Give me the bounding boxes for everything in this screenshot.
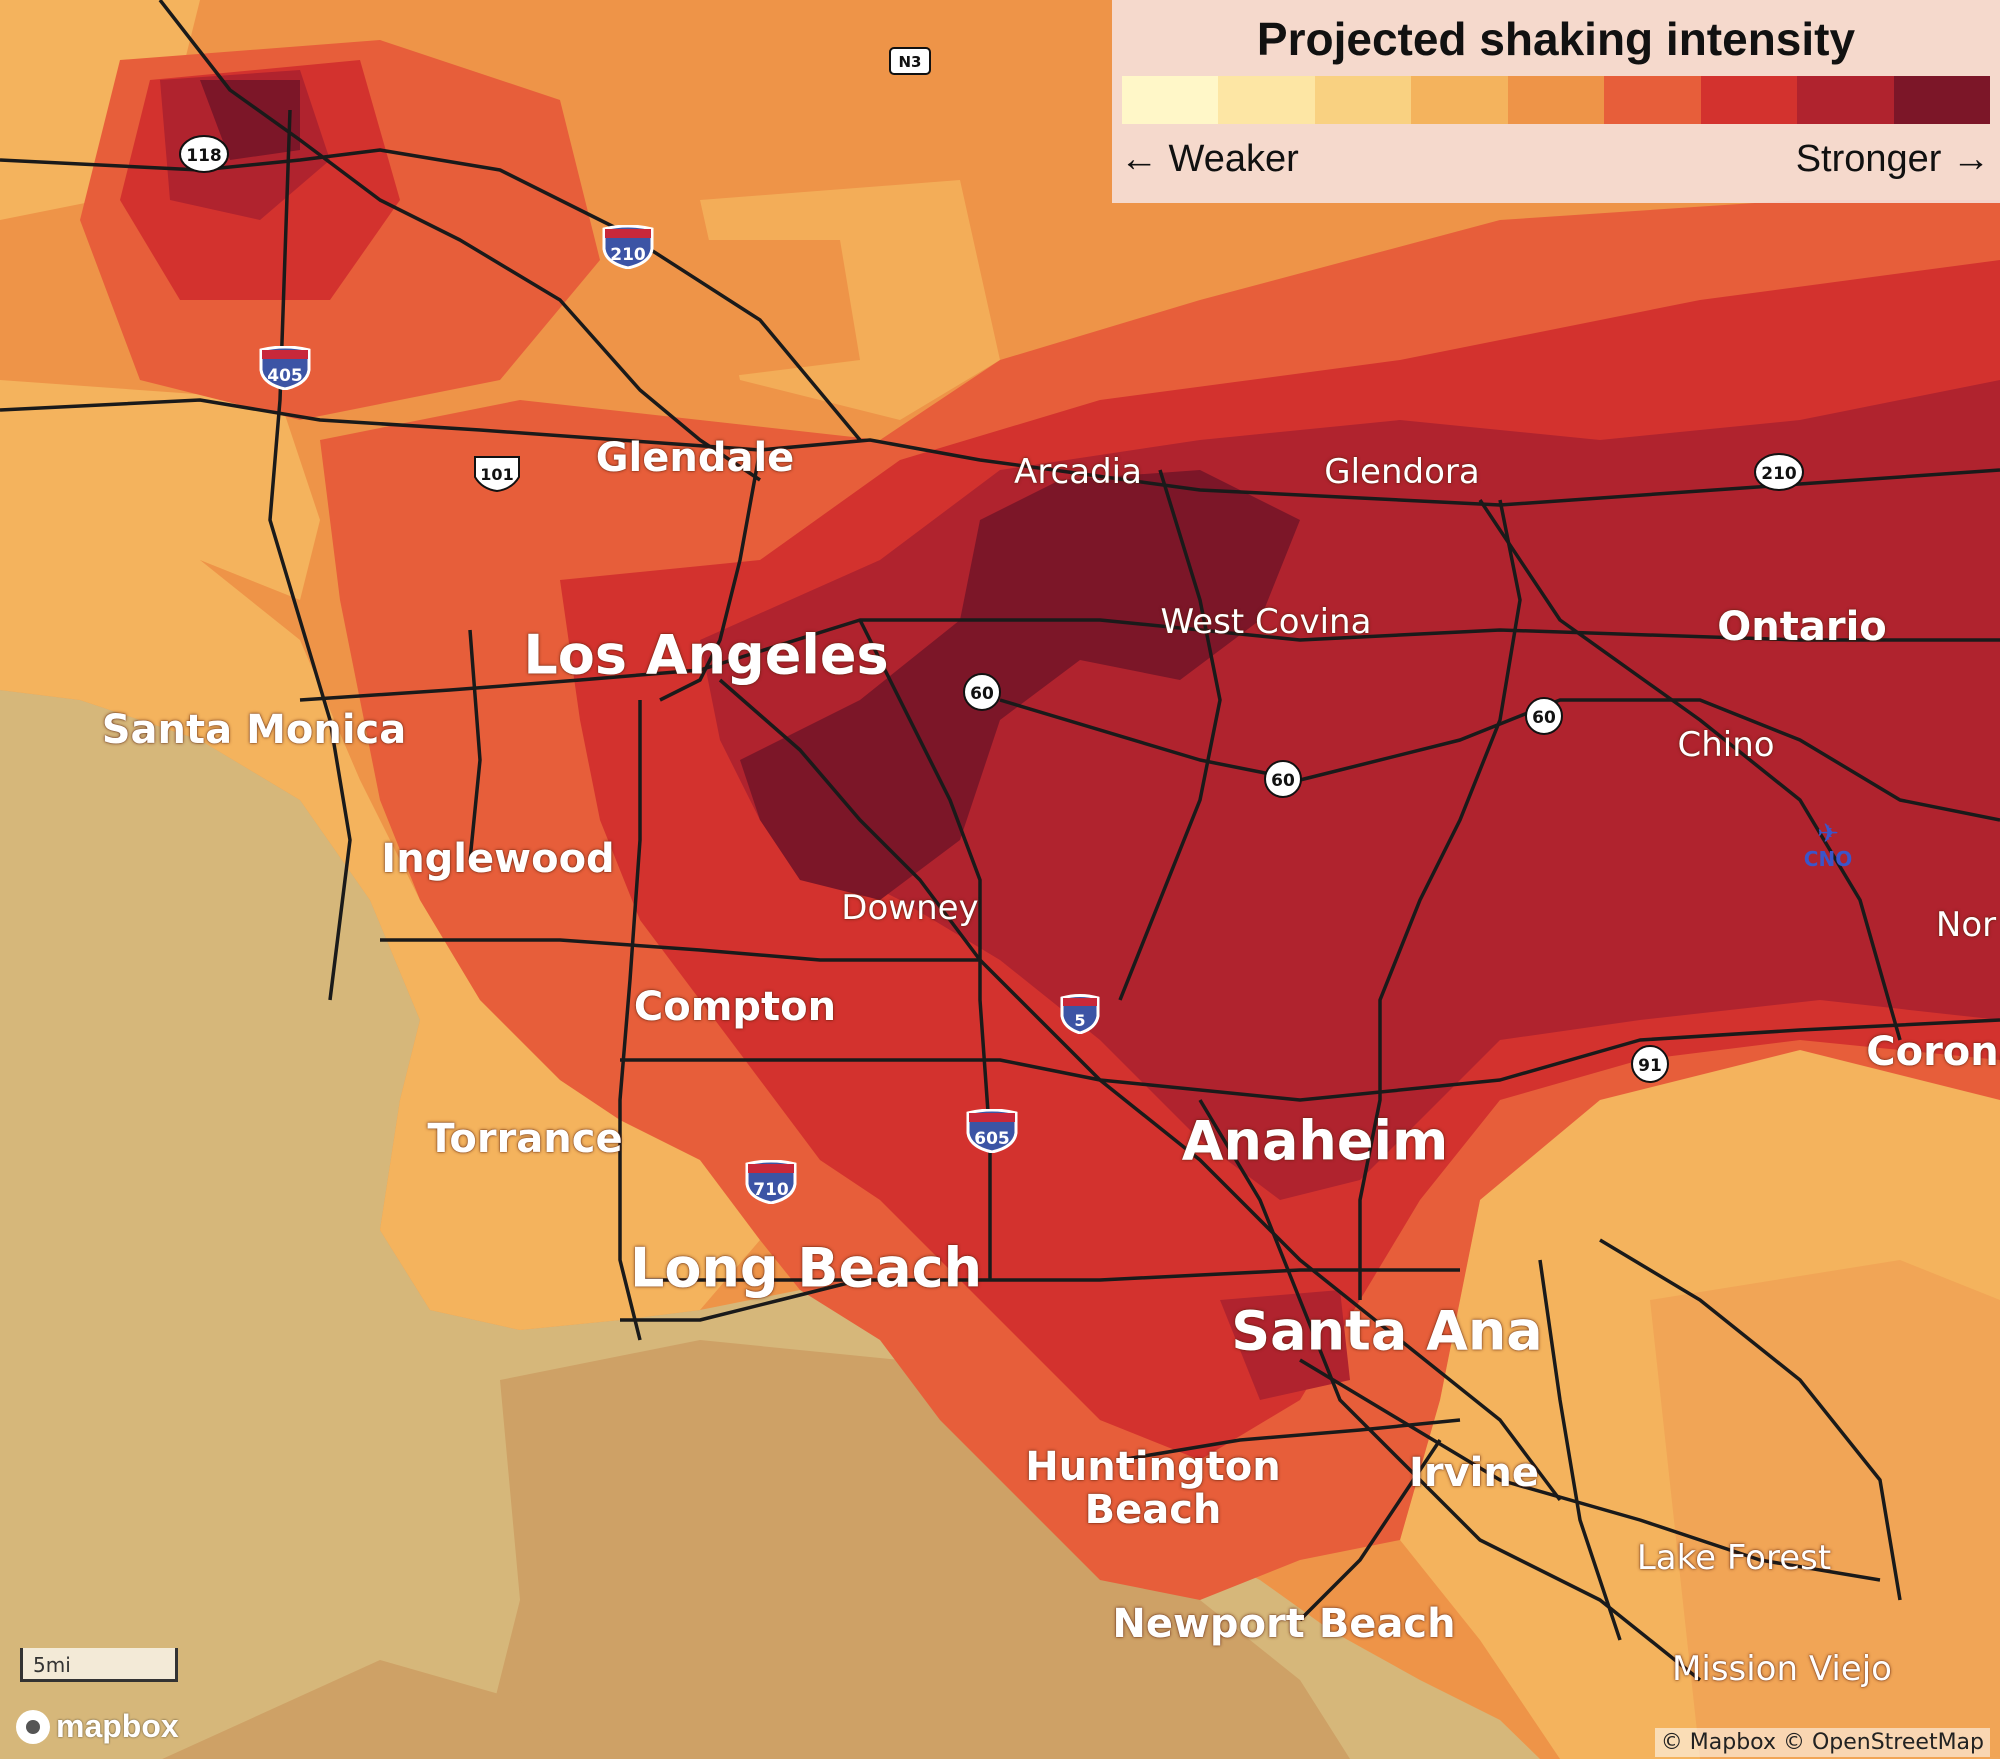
highway-shield-i405: 405 (259, 345, 311, 394)
airport-code: CNO (1803, 847, 1853, 871)
city-label-mission-viejo: Mission Viejo (1672, 1649, 1892, 1689)
legend-title: Projected shaking intensity (1256, 13, 1856, 65)
legend-swatch (1893, 76, 1990, 124)
city-label-santa-monica: Santa Monica (101, 707, 407, 753)
highway-shield-i210-north: 210 (602, 224, 654, 273)
mapbox-logo-text: mapbox (56, 1708, 179, 1744)
shield-number: 5 (1074, 1011, 1085, 1030)
mapbox-logo-icon (16, 1709, 50, 1744)
highway-shield-i605: 605 (966, 1108, 1018, 1157)
city-label-los-angeles: Los Angeles (523, 623, 889, 687)
legend-swatch (1314, 76, 1412, 124)
highway-shield-60-west: 60 (962, 672, 1002, 716)
legend-weaker-label: ← Weaker (1120, 138, 1299, 180)
city-label-long-beach: Long Beach (629, 1236, 983, 1300)
city-label-lake-forest: Lake Forest (1636, 1538, 1832, 1578)
airplane-icon: ✈ (1817, 819, 1839, 849)
legend-color-scale (1122, 76, 1990, 124)
shield-number: 60 (970, 684, 994, 704)
shield-number: N3 (899, 53, 922, 71)
shield-number: 118 (186, 146, 222, 166)
city-label-norco: Nor (1935, 905, 1997, 945)
legend-swatch (1411, 76, 1508, 124)
city-label-arcadia: Arcadia (1014, 452, 1142, 492)
highway-shield-118: 118 (179, 134, 229, 178)
city-label-irvine: Irvine (1409, 1450, 1539, 1496)
legend-swatch (1700, 76, 1798, 124)
city-label-torrance: Torrance (427, 1116, 623, 1162)
legend-swatch (1507, 76, 1605, 124)
city-label-west-covina: West Covina (1160, 602, 1372, 642)
city-label-chino: Chino (1677, 725, 1775, 765)
legend-swatch (1604, 76, 1701, 124)
highway-shield-91: 91 (1630, 1044, 1670, 1088)
highway-shield-60-east: 60 (1524, 696, 1564, 740)
shield-number: 605 (974, 1129, 1010, 1149)
intensity-legend: Projected shaking intensity ← Weaker Str… (1112, 0, 2000, 203)
city-label-newport-beach: Newport Beach (1112, 1601, 1456, 1647)
shield-number: 60 (1271, 771, 1295, 791)
city-label-anaheim: Anaheim (1181, 1109, 1449, 1173)
legend-swatch (1797, 76, 1894, 124)
shield-number: 60 (1532, 708, 1556, 728)
shield-number: 710 (753, 1180, 789, 1200)
city-label-glendora: Glendora (1324, 452, 1480, 492)
airport-cno: ✈ CNO (1804, 821, 1852, 871)
shield-number: 210 (1761, 464, 1797, 484)
city-label-corona: Corona (1866, 1029, 2000, 1075)
city-label-inglewood: Inglewood (381, 836, 615, 882)
highway-shield-i5: 5 (1060, 994, 1100, 1038)
shield-number: 101 (480, 465, 513, 484)
shield-number: 210 (610, 245, 646, 265)
legend-stronger-label: Stronger → (1795, 138, 1990, 180)
shield-number: 91 (1638, 1056, 1662, 1076)
shield-number: 405 (267, 366, 303, 386)
highway-shield-us101: 101 (472, 453, 522, 497)
highway-shield-60-center: 60 (1263, 759, 1303, 803)
map-attribution[interactable]: © Mapbox © OpenStreetMap (1654, 1728, 1990, 1757)
legend-swatch (1218, 76, 1315, 124)
city-label-huntington: Huntington (1025, 1444, 1281, 1490)
highway-shield-210-east: 210 (1754, 452, 1804, 496)
city-label-compton: Compton (633, 984, 837, 1030)
highway-shield-i710: 710 (745, 1159, 797, 1208)
scale-bar: 5mi (20, 1648, 178, 1682)
city-label-glendale: Glendale (595, 435, 795, 481)
highway-shield-n3: N3 (889, 47, 931, 79)
city-label-downey: Downey (841, 888, 979, 928)
city-label-beach: Beach (1084, 1487, 1222, 1533)
legend-swatch (1122, 76, 1219, 124)
city-label-ontario: Ontario (1717, 604, 1887, 650)
mapbox-logo[interactable]: mapbox (16, 1708, 179, 1745)
city-label-santa-ana: Santa Ana (1231, 1299, 1543, 1363)
